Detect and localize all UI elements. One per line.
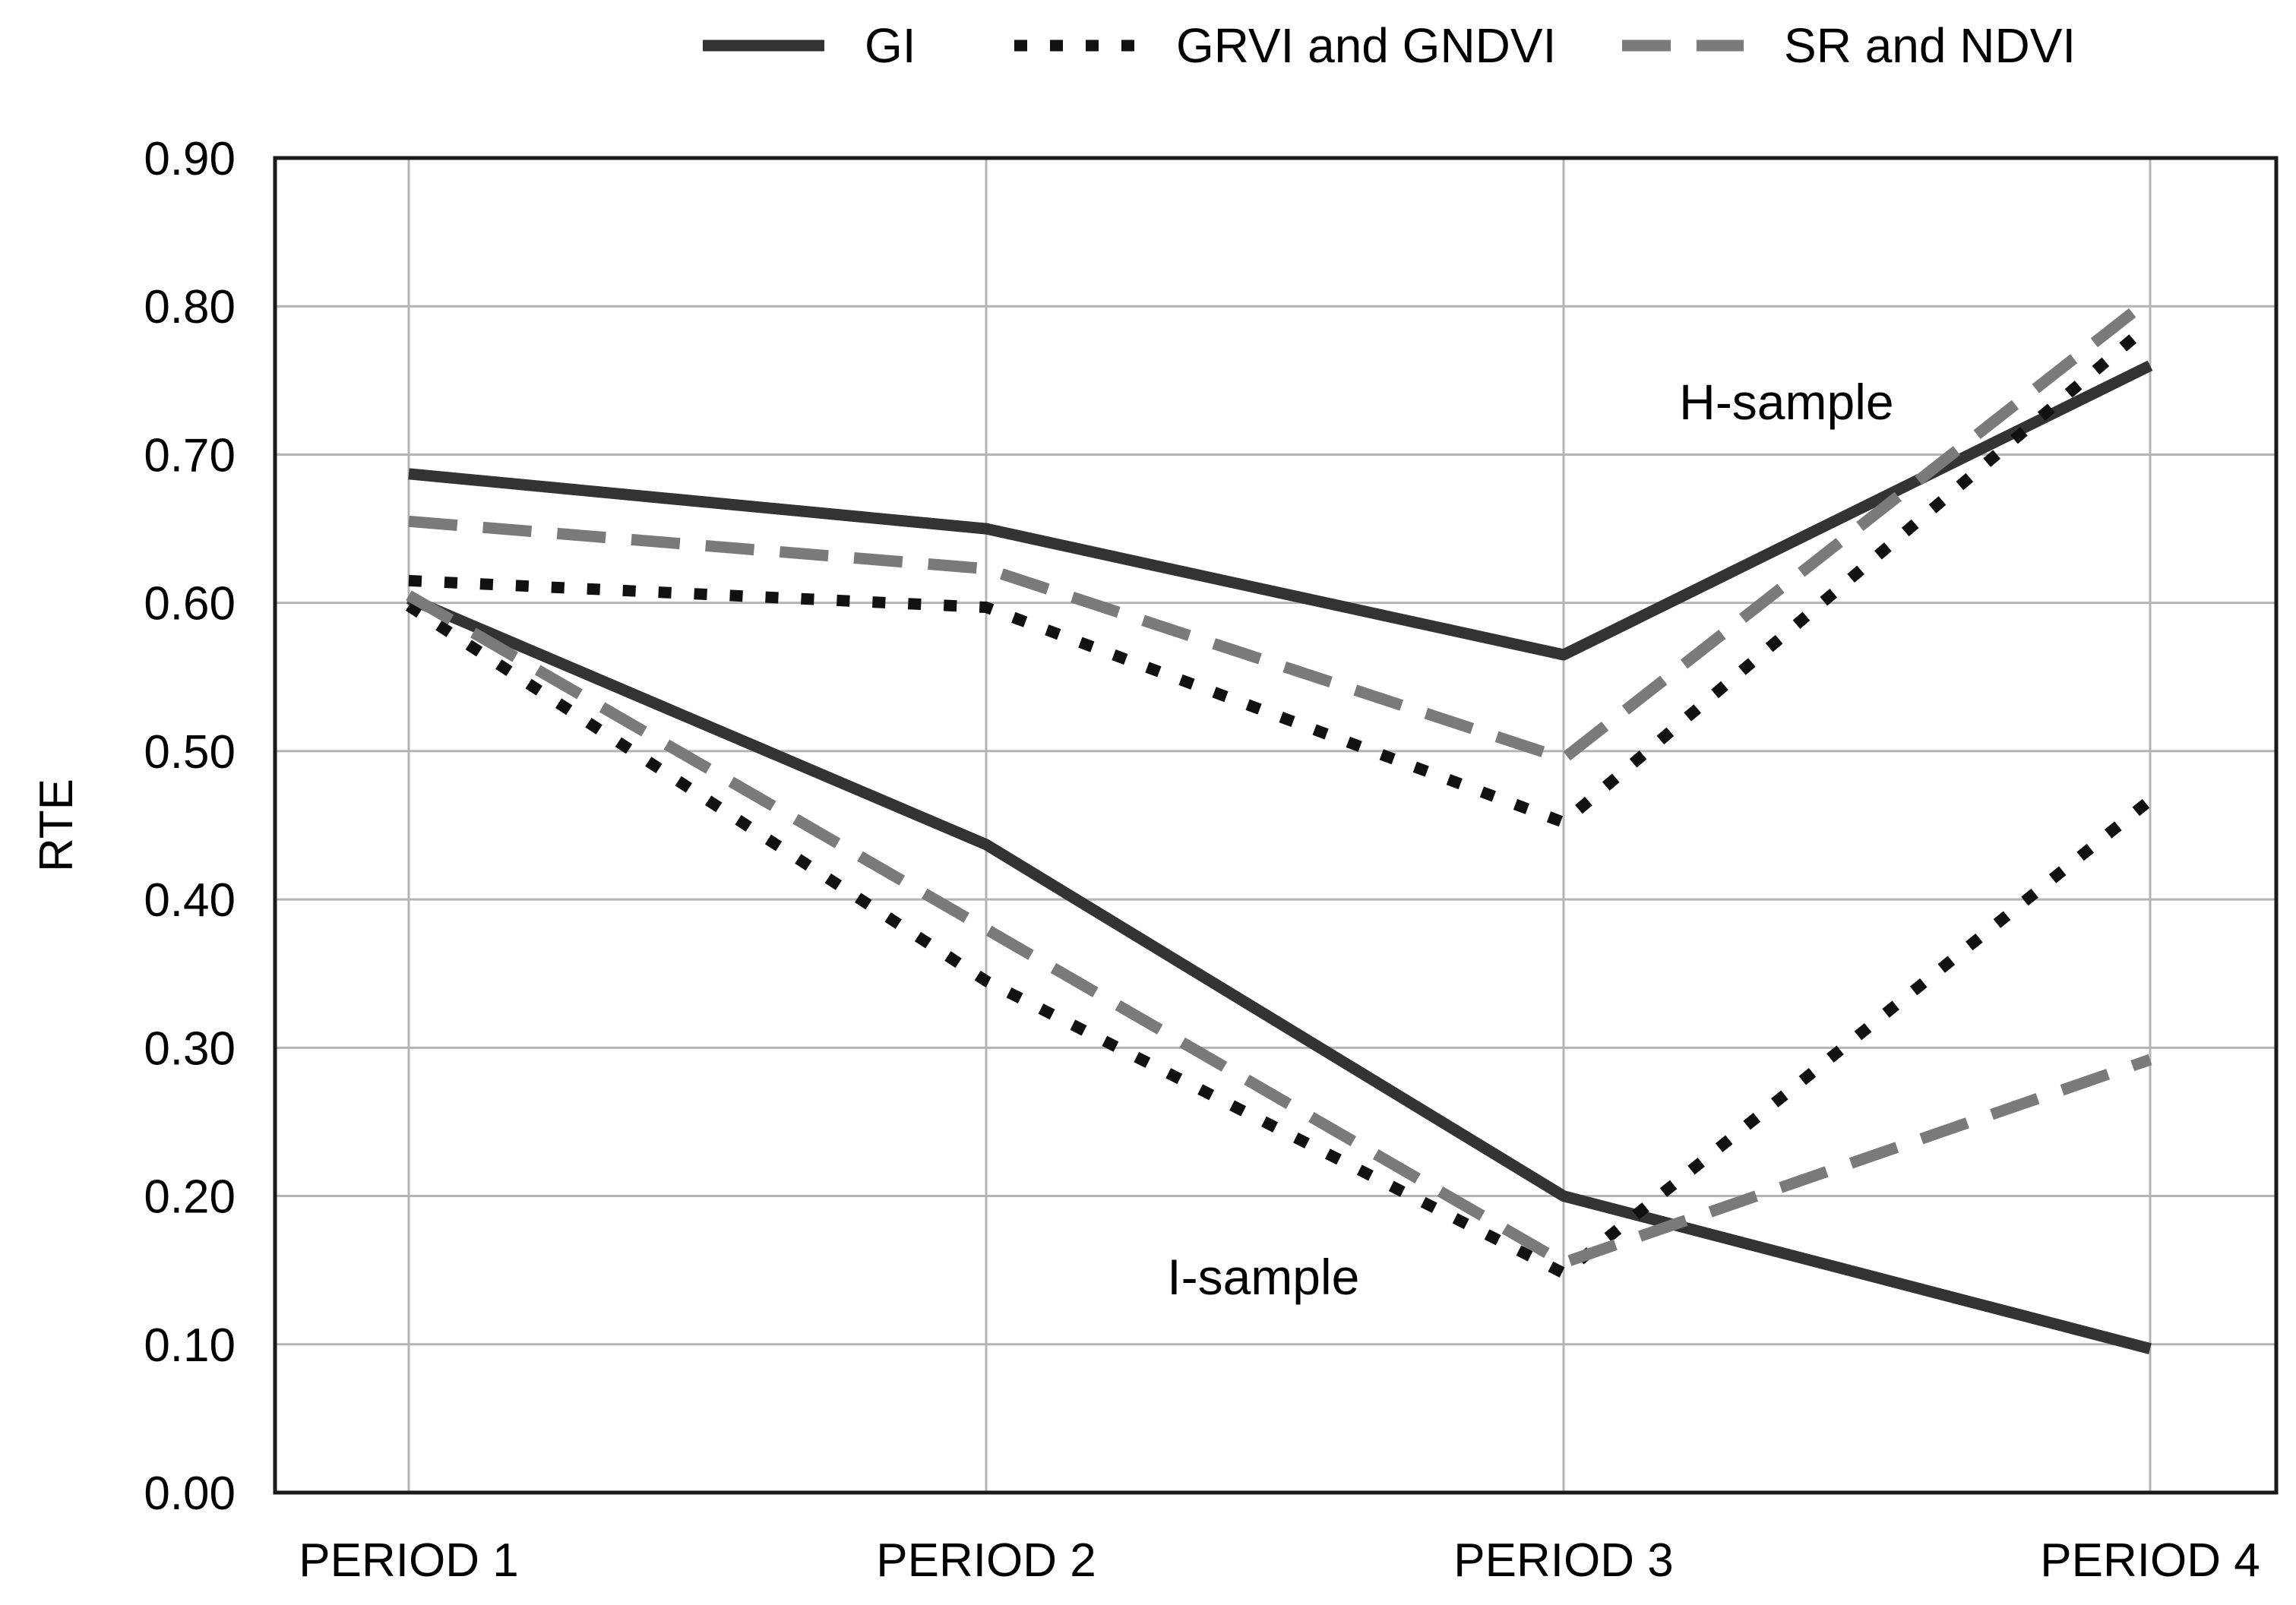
series-line-h-sample-gi bbox=[408, 360, 2153, 661]
y-tick-label: 0.50 bbox=[144, 726, 236, 779]
annotation-i-sample: I-sample bbox=[1167, 1249, 1359, 1305]
y-axis-tick-labels: 0.00 0.10 0.20 0.30 0.40 0.50 0.60 0.70 0.80 0.90 bbox=[144, 133, 236, 1520]
annotations: H-sample I-sample bbox=[1167, 374, 1893, 1305]
plot-area-frame bbox=[273, 156, 2279, 1495]
annotation-h-sample: H-sample bbox=[1679, 374, 1893, 430]
y-tick-label: 0.30 bbox=[144, 1022, 236, 1075]
y-tick-label: 0.20 bbox=[144, 1171, 236, 1224]
y-tick-label: 0.40 bbox=[144, 874, 236, 927]
legend-label-sr-and-ndvi: SR and NDVI bbox=[1784, 18, 2076, 73]
y-axis-title: RTE bbox=[30, 779, 83, 872]
x-axis-tick-labels: PERIOD 1 PERIOD 2 PERIOD 3 PERIOD 4 bbox=[299, 1534, 2260, 1587]
series-line-i-sample-sr-and-ndvi bbox=[406, 590, 2152, 1269]
series-line-h-sample-grvi-and-gndvi bbox=[408, 319, 2154, 829]
legend-label-gi: GI bbox=[865, 18, 916, 73]
y-tick-label: 0.00 bbox=[144, 1468, 236, 1520]
gridlines bbox=[275, 156, 2276, 1494]
y-tick-label: 0.90 bbox=[144, 133, 236, 185]
y-tick-label: 0.70 bbox=[144, 429, 236, 482]
series-line-i-sample-grvi-and-gndvi bbox=[405, 601, 2154, 1279]
legend: GI GRVI and GNDVI SR and NDVI bbox=[703, 18, 2076, 73]
x-tick-label: PERIOD 1 bbox=[299, 1534, 518, 1587]
y-tick-label: 0.10 bbox=[144, 1319, 236, 1372]
series-lines bbox=[405, 294, 2154, 1354]
y-tick-label: 0.60 bbox=[144, 578, 236, 630]
y-tick-label: 0.80 bbox=[144, 281, 236, 333]
x-tick-label: PERIOD 3 bbox=[1453, 1534, 1673, 1587]
x-tick-label: PERIOD 2 bbox=[876, 1534, 1096, 1587]
series-line-i-sample-gi bbox=[406, 592, 2152, 1354]
legend-label-grvi-and-gndvi: GRVI and GNDVI bbox=[1176, 18, 1556, 73]
x-tick-label: PERIOD 4 bbox=[2040, 1534, 2260, 1587]
